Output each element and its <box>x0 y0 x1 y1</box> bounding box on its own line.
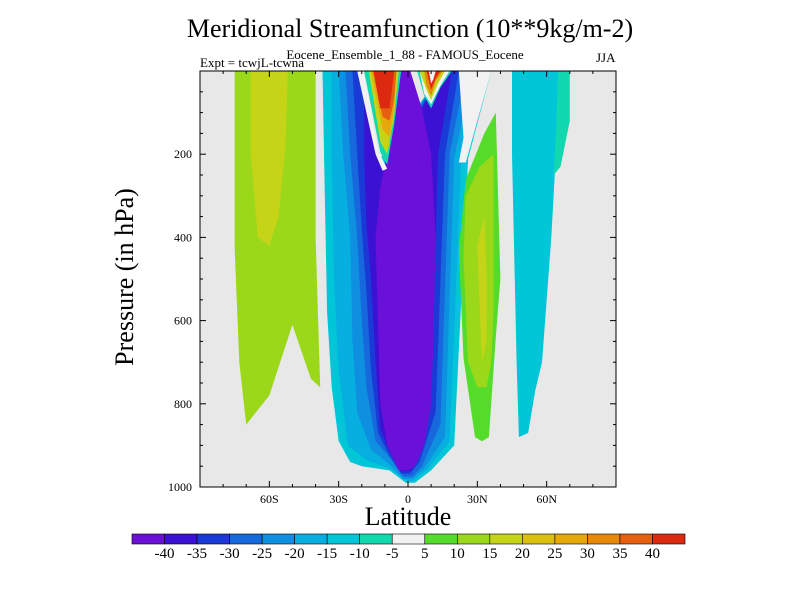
legend-label: 35 <box>612 546 627 562</box>
y-tick-label: 1000 <box>168 480 192 494</box>
legend-swatch <box>424 533 458 545</box>
y-tick-label: 800 <box>174 397 192 411</box>
color-legend: -40 -35 -30 -25 -20 -15 -10 -5 5 10 15 20 25 30 35 40 <box>131 533 686 562</box>
legend-label: -35 <box>187 546 207 562</box>
legend-swatch <box>554 533 588 545</box>
legend-swatch <box>359 533 393 545</box>
contour-region-south-cell-core <box>375 71 436 471</box>
legend-label: 20 <box>515 546 530 562</box>
legend-label: -30 <box>220 546 240 562</box>
legend-swatch <box>489 533 523 545</box>
legend-label: -20 <box>285 546 305 562</box>
legend-label: -15 <box>317 546 337 562</box>
contour-region-nh-polar-rim <box>553 71 570 175</box>
legend-swatch <box>391 533 426 545</box>
x-axis-title: Latitude <box>365 502 452 531</box>
legend-label: -5 <box>386 546 399 562</box>
legend-label: 10 <box>450 546 465 562</box>
x-tick-label: 30N <box>467 492 488 506</box>
axes: 60S 30S 0 30N 60N 200 400 600 800 1000 <box>168 70 617 506</box>
legend-swatch <box>326 533 361 545</box>
contour-region-white-gap-left <box>357 71 388 171</box>
x-tick-label: 60N <box>536 492 557 506</box>
legend-swatch <box>131 533 165 545</box>
legend-swatch <box>587 533 621 545</box>
y-tick-label: 200 <box>174 147 192 161</box>
y-axis-title: Pressure (in hPa) <box>110 188 139 366</box>
contour-region-white-gap-right <box>458 71 492 163</box>
legend-label: 25 <box>547 546 562 562</box>
contour-region-sh-outer-core <box>250 71 288 246</box>
legend-swatch <box>261 533 295 545</box>
contour-region-left-warm-core <box>373 71 395 109</box>
legend-swatch <box>522 533 556 545</box>
x-tick-label: 0 <box>405 492 411 506</box>
legend-swatch <box>164 533 198 545</box>
legend-label: -25 <box>252 546 272 562</box>
plot-area <box>200 71 616 487</box>
y-tick-label: 400 <box>174 230 192 244</box>
legend-label: -40 <box>155 546 175 562</box>
legend-label: 15 <box>482 546 497 562</box>
contour-region-right-warm-white <box>428 71 436 84</box>
x-tick-label: 60S <box>260 492 279 506</box>
legend-swatch <box>619 533 653 545</box>
x-tick-label: 30S <box>329 492 348 506</box>
legend-label: -10 <box>350 546 370 562</box>
chart-title: Meridional Streamfunction (10**9kg/m-2) <box>186 14 634 43</box>
season-label: JJA <box>596 50 616 65</box>
legend-swatch <box>294 533 328 545</box>
legend-label: 5 <box>421 546 429 562</box>
contour-region-nh-polar-cell <box>512 71 559 438</box>
chart-subtitle: Eocene_Ensemble_1_88 - FAMOUS_Eocene <box>286 47 524 62</box>
legend-label: 30 <box>580 546 595 562</box>
legend-swatch <box>456 533 491 545</box>
experiment-label: Expt = tcwjL-tcwna <box>200 55 305 70</box>
legend-label: 40 <box>645 546 660 562</box>
legend-swatch <box>196 533 230 545</box>
legend-swatch <box>652 533 686 545</box>
contour-region-nh-tropical-inner <box>477 216 487 363</box>
y-tick-label: 600 <box>174 314 192 328</box>
legend-swatch <box>229 533 263 545</box>
